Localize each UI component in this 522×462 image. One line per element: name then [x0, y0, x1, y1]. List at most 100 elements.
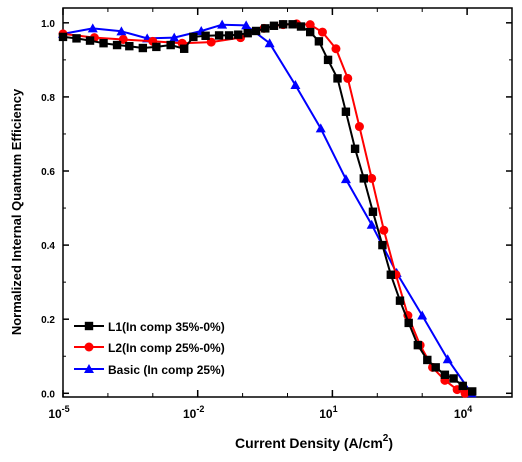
- data-point: [366, 219, 377, 229]
- data-point: [340, 174, 351, 184]
- data-point: [343, 73, 353, 83]
- legend-item: Basic (In comp 25%): [74, 363, 225, 377]
- data-point: [460, 388, 470, 398]
- data-point: [367, 173, 377, 183]
- x-tick-label: 101: [319, 404, 337, 421]
- legend-marker: [84, 321, 94, 331]
- y-tick-label: 0.2: [41, 315, 55, 326]
- data-point: [368, 207, 378, 216]
- y-tick-label: 0.8: [41, 93, 55, 104]
- data-point: [323, 55, 333, 65]
- data-point: [331, 44, 341, 54]
- x-axis-label-close: ): [388, 435, 393, 451]
- data-point: [359, 174, 368, 183]
- data-point: [341, 107, 351, 116]
- x-tick-label-exponent: 1: [333, 404, 338, 414]
- data-point: [395, 296, 405, 305]
- data-point: [379, 225, 389, 235]
- data-point: [305, 27, 315, 37]
- data-point: [315, 123, 326, 133]
- data-point: [169, 32, 180, 42]
- x-axis-label-superscript: 2: [383, 433, 389, 444]
- x-tick-label-base: 10: [48, 407, 62, 421]
- data-point: [458, 381, 467, 391]
- x-tick-label-base: 10: [319, 407, 333, 421]
- y-axis-label: Normalized Internal Quantum Efficiency: [9, 88, 24, 335]
- data-point: [317, 27, 327, 37]
- legend-label: L2(In comp 25%-0%): [108, 341, 225, 355]
- x-axis-ticks: 10-5 10-2 101 104: [48, 8, 513, 421]
- x-tick-label-exponent: -5: [62, 404, 70, 414]
- data-point: [224, 31, 234, 40]
- data-point: [468, 387, 477, 396]
- data-point: [125, 41, 134, 51]
- x-axis-label: Current Density (A/cm2): [235, 433, 393, 451]
- data-point: [269, 21, 279, 30]
- series-line: [62, 23, 473, 393]
- x-tick-label-base: 10: [454, 407, 468, 421]
- data-point: [214, 31, 224, 40]
- x-tick-label: 10-2: [183, 404, 204, 421]
- data-point: [241, 20, 252, 30]
- legend-marker: [84, 342, 94, 352]
- y-axis-ticks: 0.0 0.2 0.4 0.6 0.8 1.0: [41, 19, 512, 400]
- data-point: [251, 26, 261, 36]
- data-point: [72, 34, 81, 43]
- y-tick-label: 1.0: [41, 19, 55, 30]
- legend-item: L2(In comp 25%-0%): [74, 341, 225, 355]
- data-point: [138, 43, 148, 53]
- y-tick-label: 0.4: [41, 241, 55, 252]
- legend-label: L1(In comp 35%-0%): [108, 320, 225, 334]
- data-point: [116, 26, 127, 36]
- data-point: [314, 37, 324, 46]
- data-point: [201, 31, 210, 40]
- data-point: [152, 42, 161, 52]
- data-point: [217, 19, 228, 29]
- data-point: [290, 80, 301, 90]
- plot-frame: [62, 7, 513, 398]
- x-tick-label: 104: [454, 404, 472, 421]
- data-point: [413, 340, 423, 350]
- data-point: [350, 144, 360, 153]
- data-point: [99, 38, 108, 48]
- data-point: [423, 355, 432, 365]
- x-tick-label-base: 10: [183, 407, 197, 421]
- data-point: [189, 32, 198, 42]
- data-point: [431, 363, 440, 372]
- data-point: [243, 28, 252, 38]
- data-point: [440, 370, 450, 379]
- series-1: [58, 20, 477, 396]
- data-point: [85, 36, 95, 45]
- x-axis-label-main: Current Density (A/cm: [235, 435, 383, 451]
- y-tick-label: 0.0: [41, 389, 55, 400]
- data-point: [87, 23, 98, 33]
- data-point: [354, 122, 364, 132]
- legend-marker: [84, 364, 94, 373]
- x-tick-label-exponent: 4: [467, 404, 472, 414]
- data-point: [296, 22, 306, 31]
- x-tick-label-exponent: -2: [196, 404, 204, 414]
- series-layer: [58, 19, 477, 398]
- legend-item: L1(In comp 35%-0%): [74, 320, 225, 334]
- data-point: [449, 374, 458, 383]
- data-point: [333, 74, 342, 83]
- data-point: [417, 310, 428, 320]
- data-point: [261, 24, 270, 33]
- x-tick-label: 10-5: [48, 404, 69, 421]
- data-point: [179, 44, 189, 53]
- data-point: [234, 30, 243, 39]
- data-point: [58, 32, 68, 42]
- series-line: [62, 22, 466, 395]
- data-point: [166, 40, 175, 50]
- data-point: [264, 38, 275, 48]
- legend: L1(In comp 35%-0%) L2(In comp 25%-0%) Basi…: [74, 320, 225, 377]
- series-line: [62, 23, 473, 394]
- legend-label: Basic (In comp 25%): [108, 363, 225, 377]
- data-point: [278, 20, 288, 29]
- data-point: [378, 240, 387, 250]
- data-point: [404, 318, 413, 328]
- data-point: [442, 354, 453, 364]
- data-point: [386, 270, 396, 279]
- data-point: [112, 40, 122, 50]
